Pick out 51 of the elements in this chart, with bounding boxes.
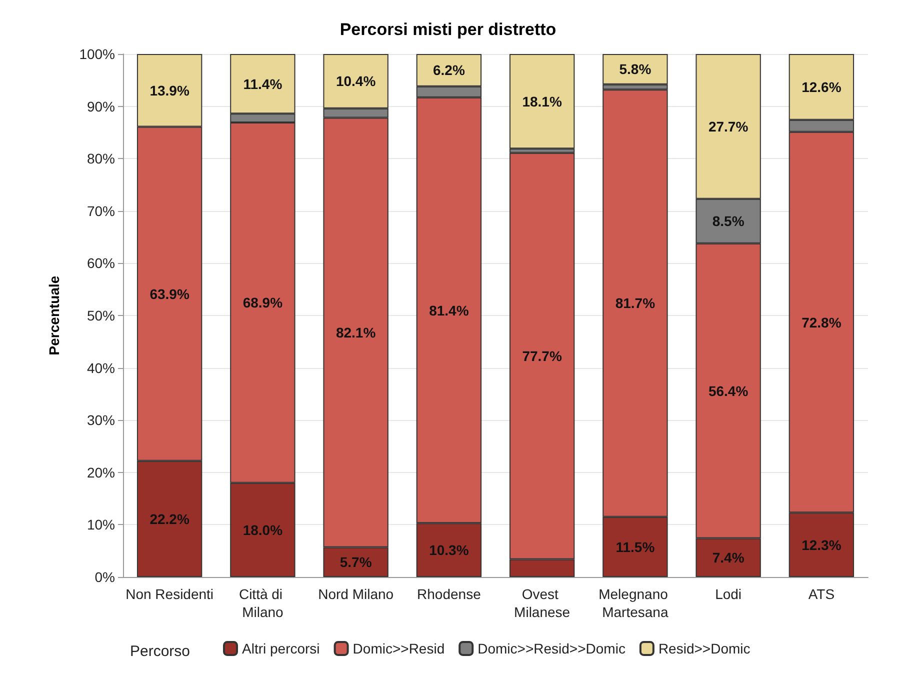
data-label: 11.5% bbox=[616, 538, 656, 555]
data-label: 18.0% bbox=[242, 522, 284, 538]
y-tick-label: 100% bbox=[79, 46, 115, 62]
data-label: 11.4% bbox=[243, 76, 283, 92]
data-label: 22.2% bbox=[150, 510, 190, 527]
legend-label: Domic>>Resid bbox=[352, 640, 445, 656]
x-tick-label: Città di Milano bbox=[238, 586, 286, 620]
data-label: 5.8% bbox=[619, 61, 652, 78]
chart-title: Percorsi misti per distretto bbox=[340, 20, 556, 39]
x-tick-label: Ovest Milanese bbox=[514, 586, 570, 620]
data-label: 6.2% bbox=[432, 62, 466, 78]
data-label: 27.7% bbox=[708, 118, 749, 134]
data-label: 12.6% bbox=[802, 78, 842, 95]
y-tick-label: 50% bbox=[86, 308, 115, 324]
y-tick-label: 30% bbox=[86, 412, 115, 428]
y-tick-label: 60% bbox=[86, 255, 115, 272]
bar bbox=[509, 54, 575, 149]
legend-title: Percorso bbox=[130, 643, 190, 660]
data-label: 63.9% bbox=[150, 286, 190, 302]
y-tick-label: 90% bbox=[86, 98, 115, 114]
data-label: 5.7% bbox=[340, 554, 372, 570]
data-label: 12.3% bbox=[802, 536, 842, 553]
x-tick-label: Nord Milano bbox=[318, 586, 394, 602]
y-tick-label: 0% bbox=[94, 569, 115, 585]
legend-label: Domic>>Resid>>Domic bbox=[478, 640, 626, 656]
data-label: 82.1% bbox=[336, 324, 376, 340]
data-label: 81.7% bbox=[615, 295, 656, 312]
y-tick-label: 70% bbox=[86, 202, 115, 219]
data-label: 18.1% bbox=[522, 93, 562, 110]
legend-label: Altri percorsi bbox=[242, 640, 320, 656]
data-label: 68.9% bbox=[242, 294, 284, 311]
data-label: 77.7% bbox=[522, 348, 562, 364]
data-label: 8.5% bbox=[712, 213, 745, 230]
data-label: 72.8% bbox=[802, 314, 842, 330]
y-tick-label: 80% bbox=[86, 150, 115, 167]
x-tick-label: Melegnano Martesana bbox=[598, 586, 672, 620]
legend-label: Resid>>Domic bbox=[658, 640, 750, 656]
x-tick-label: Non Residenti bbox=[126, 586, 214, 602]
y-tick-label: 10% bbox=[86, 516, 115, 533]
x-tick-label: ATS bbox=[808, 586, 835, 602]
data-label: 81.4% bbox=[429, 302, 470, 318]
data-label: 13.9% bbox=[150, 82, 190, 98]
x-tick-label: Lodi bbox=[715, 586, 742, 602]
data-label: 7.4% bbox=[712, 550, 745, 566]
y-tick-label: 20% bbox=[86, 464, 115, 480]
data-label: 10.3% bbox=[429, 542, 470, 558]
y-tick-label: 40% bbox=[86, 360, 115, 376]
y-axis-title: Percentuale bbox=[46, 276, 62, 356]
data-label: 10.4% bbox=[336, 73, 376, 90]
data-label: 56.4% bbox=[708, 382, 749, 399]
x-tick-label: Rhodense bbox=[417, 586, 482, 602]
